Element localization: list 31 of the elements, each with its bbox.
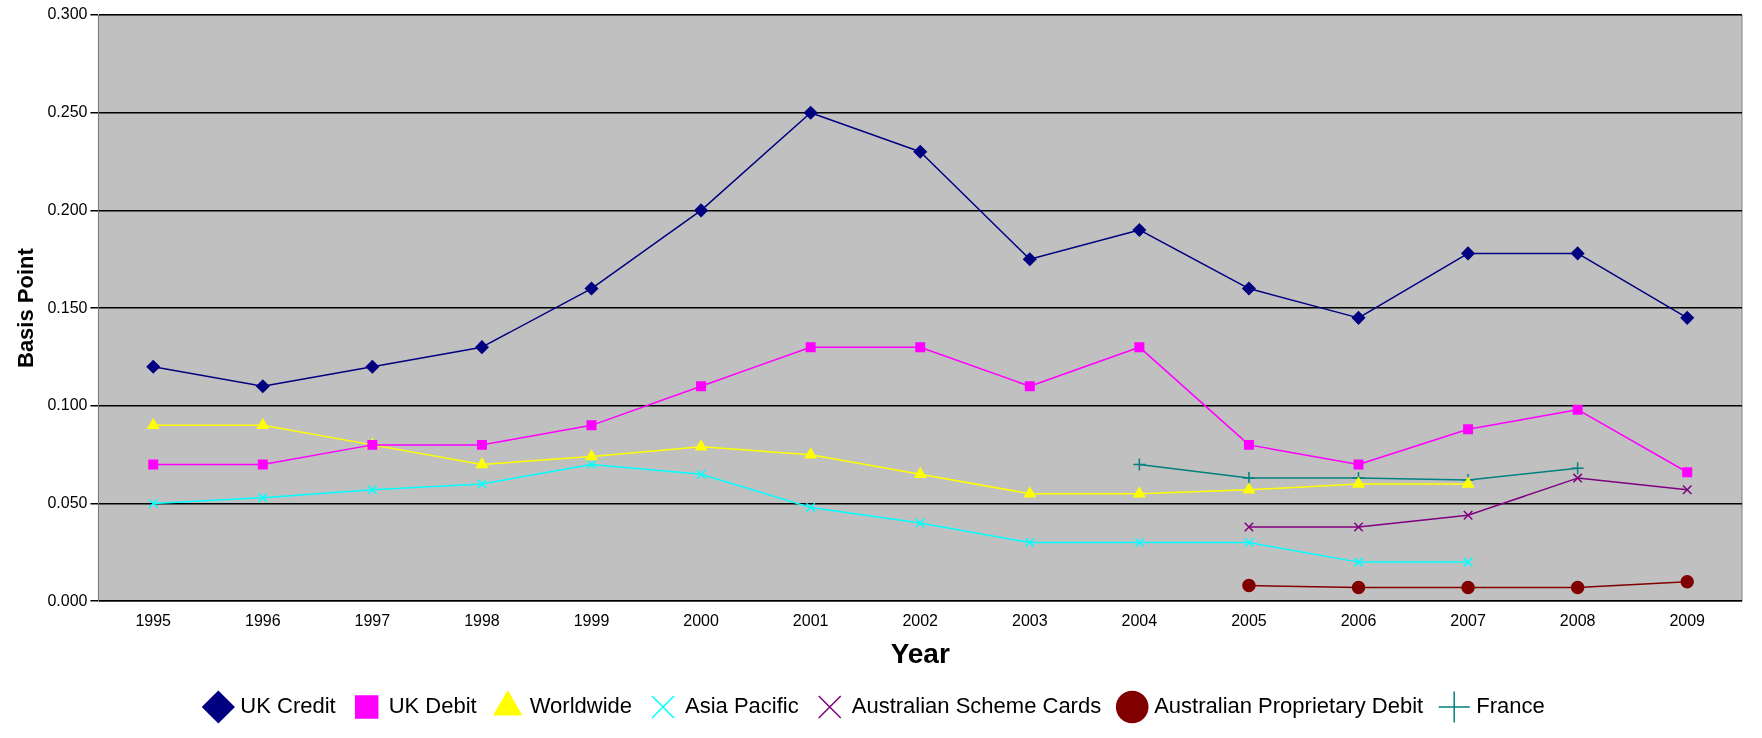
y-tick-label: 0.300 bbox=[47, 5, 88, 23]
y-tick-label: 0.150 bbox=[47, 298, 88, 316]
legend-label: UK Credit bbox=[240, 693, 336, 719]
x-tick-label: 2002 bbox=[902, 612, 939, 630]
y-axis-title: Basis Point bbox=[13, 247, 39, 369]
legend-label: France bbox=[1476, 693, 1545, 719]
y-tick-label: 0.000 bbox=[47, 591, 88, 609]
legend-label: Worldwide bbox=[529, 693, 633, 719]
legend-label: UK Debit bbox=[388, 693, 477, 719]
x-tick-label: 2008 bbox=[1559, 612, 1596, 630]
y-tick-label: 0.050 bbox=[47, 493, 88, 511]
x-tick-label: 2007 bbox=[1450, 612, 1486, 630]
y-tick-label: 0.250 bbox=[47, 103, 88, 121]
x-tick-label: 1997 bbox=[354, 612, 391, 630]
x-tick-label: 1998 bbox=[464, 612, 500, 630]
x-tick-label: 2001 bbox=[792, 612, 829, 630]
legend-label: Australian Scheme Cards bbox=[851, 693, 1102, 719]
x-tick-label: 1995 bbox=[135, 612, 172, 630]
x-tick-label: 1996 bbox=[245, 612, 281, 630]
legend-label: Australian Proprietary Debit bbox=[1154, 693, 1424, 719]
x-tick-label: 2004 bbox=[1121, 612, 1158, 630]
x-tick-label: 2009 bbox=[1669, 612, 1706, 630]
x-tick-label: 1999 bbox=[573, 612, 610, 630]
x-tick-label: 2003 bbox=[1011, 612, 1048, 630]
x-tick-label: 2005 bbox=[1231, 612, 1267, 630]
y-tick-label: 0.100 bbox=[47, 396, 88, 414]
x-tick-label: 2000 bbox=[683, 612, 719, 630]
y-tick-label: 0.200 bbox=[47, 200, 88, 218]
legend-label: Asia Pacific bbox=[685, 693, 799, 719]
x-tick-label: 2006 bbox=[1340, 612, 1377, 630]
x-axis-title: Year bbox=[890, 637, 950, 669]
